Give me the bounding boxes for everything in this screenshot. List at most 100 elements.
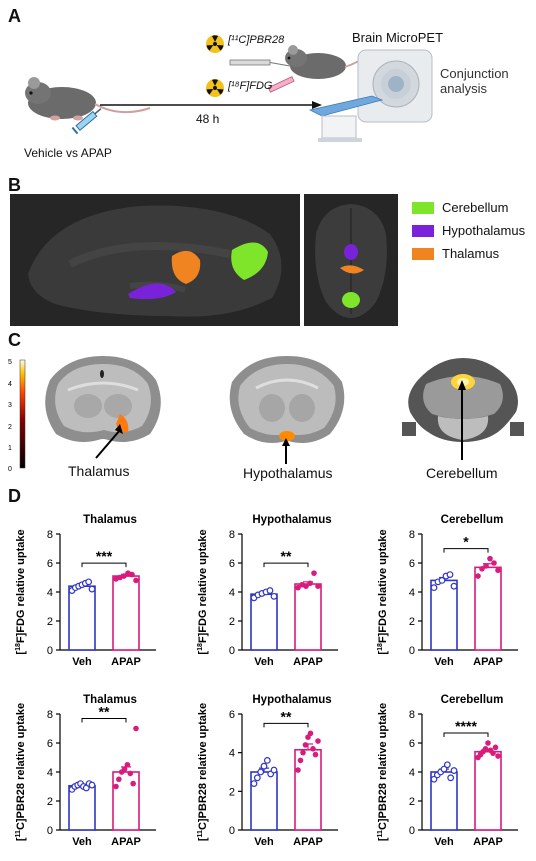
y-tick-label: 2 (409, 796, 415, 808)
x-tick-label: Veh (434, 656, 454, 668)
radioactive-icon-2 (206, 79, 224, 97)
data-point (487, 555, 493, 562)
legend-swatch-cerebellum (412, 201, 434, 214)
brain-3d-sagittal (10, 194, 300, 326)
bar-apap (112, 575, 140, 651)
chart-title: Hypothalamus (252, 514, 331, 526)
data-point (270, 766, 278, 774)
y-tick-label: 8 (47, 709, 53, 721)
data-point (315, 583, 321, 589)
y-tick-label: 4 (409, 587, 415, 599)
syringe-tracer2-icon (267, 76, 295, 93)
x-tick-label: APAP (293, 836, 323, 848)
color-scale-bar: 5 4 3 2 1 0 (8, 359, 26, 472)
data-point (438, 576, 446, 584)
data-point (113, 783, 119, 790)
significance-bracket (443, 548, 489, 553)
brain-slice-thalamus (45, 356, 161, 442)
data-point (130, 780, 136, 787)
scale-tick-5: 5 (8, 359, 12, 366)
x-tick-label: Veh (434, 836, 454, 848)
scale-tick-0: 0 (8, 466, 12, 472)
scale-tick-4: 4 (8, 381, 12, 388)
y-tick-label: 0 (409, 645, 415, 657)
y-tick-label: 4 (229, 587, 235, 599)
bar-apap (474, 750, 502, 831)
data-point (490, 750, 496, 756)
legend-label-hypothalamus: Hypothalamus (442, 223, 526, 238)
analysis-label: Conjunction analysis (440, 66, 509, 96)
y-tick-label: 8 (409, 709, 415, 721)
significance-label: * (463, 534, 469, 550)
slice-label-hypothalamus: Hypothalamus (243, 465, 333, 481)
scanner-label: Brain MicroPET (352, 30, 444, 45)
y-tick-label: 0 (229, 825, 235, 837)
chart-4: Thalamus [11C]PBR28 relative uptake 0 2 4 6 8 V… (15, 694, 156, 848)
x-tick-label: Veh (72, 836, 92, 848)
data-point (447, 774, 455, 782)
bar-veh (68, 585, 96, 651)
x-tick-label: Veh (254, 656, 274, 668)
x-tick-label: APAP (473, 656, 503, 668)
y-tick-label: 4 (229, 748, 235, 760)
y-tick-label: 4 (409, 767, 415, 779)
significance-label: **** (455, 718, 477, 734)
panel-b-legend: Cerebellum Hypothalamus Thalamus (412, 200, 525, 261)
treatment-label: Vehicle vs APAP (24, 146, 112, 160)
y-tick-label: 0 (47, 825, 53, 837)
data-point (430, 584, 438, 592)
data-point (295, 584, 301, 591)
significance-bracket (263, 722, 309, 728)
tracer1-label: [¹¹C]PBR28 (228, 34, 285, 46)
data-point (263, 757, 271, 764)
y-tick-label: 2 (47, 796, 53, 808)
data-point (260, 762, 268, 770)
y-tick-label: 6 (229, 709, 235, 721)
interval-label: 48 h (196, 112, 220, 126)
legend-swatch-hypothalamus (412, 224, 434, 237)
data-point (88, 585, 96, 593)
chart-title: Cerebellum (441, 694, 504, 706)
data-point (257, 768, 265, 776)
data-point (450, 582, 458, 590)
data-point (295, 767, 301, 773)
significance-bracket (81, 562, 127, 568)
syringe-tracer1-icon (229, 59, 291, 67)
hypothalamus-3d-top (344, 244, 358, 260)
y-tick-label: 6 (409, 738, 415, 750)
panel-b-letter: B (8, 175, 21, 195)
bar-veh (68, 784, 96, 831)
data-point (430, 775, 438, 783)
x-tick-label: APAP (473, 836, 503, 848)
data-point (124, 761, 131, 768)
scale-tick-2: 2 (8, 424, 12, 431)
data-point (307, 730, 314, 737)
y-tick-label: 6 (47, 558, 53, 570)
y-tick-label: 8 (229, 529, 235, 541)
data-point (121, 573, 127, 579)
data-point (310, 746, 316, 752)
data-point (88, 781, 96, 789)
data-point (492, 744, 499, 751)
legend-cerebellum: Cerebellum (412, 200, 525, 215)
data-point (85, 578, 93, 586)
significance-label: ** (99, 704, 110, 720)
data-point (253, 774, 261, 782)
chart-title: Hypothalamus (252, 694, 331, 706)
cerebellum-pointer-arrow (458, 380, 466, 460)
data-point (121, 766, 128, 772)
data-point (450, 767, 458, 774)
data-point (440, 765, 448, 773)
bar-apap (474, 566, 502, 651)
y-tick-label: 6 (47, 738, 53, 750)
data-point (300, 749, 306, 756)
data-point (303, 583, 309, 589)
thalamus-3d (171, 250, 201, 284)
panel-a-illustration (25, 35, 433, 142)
panel-c-letter: C (8, 330, 21, 350)
micropet-scanner (308, 49, 433, 142)
data-point (129, 571, 135, 578)
chart-5: Hypothalamus [11C]PBR28 relative uptake 0 2… (197, 694, 338, 848)
legend-swatch-thalamus (412, 247, 434, 260)
y-axis-label: [11C]PBR28 relative uptake (377, 703, 389, 841)
